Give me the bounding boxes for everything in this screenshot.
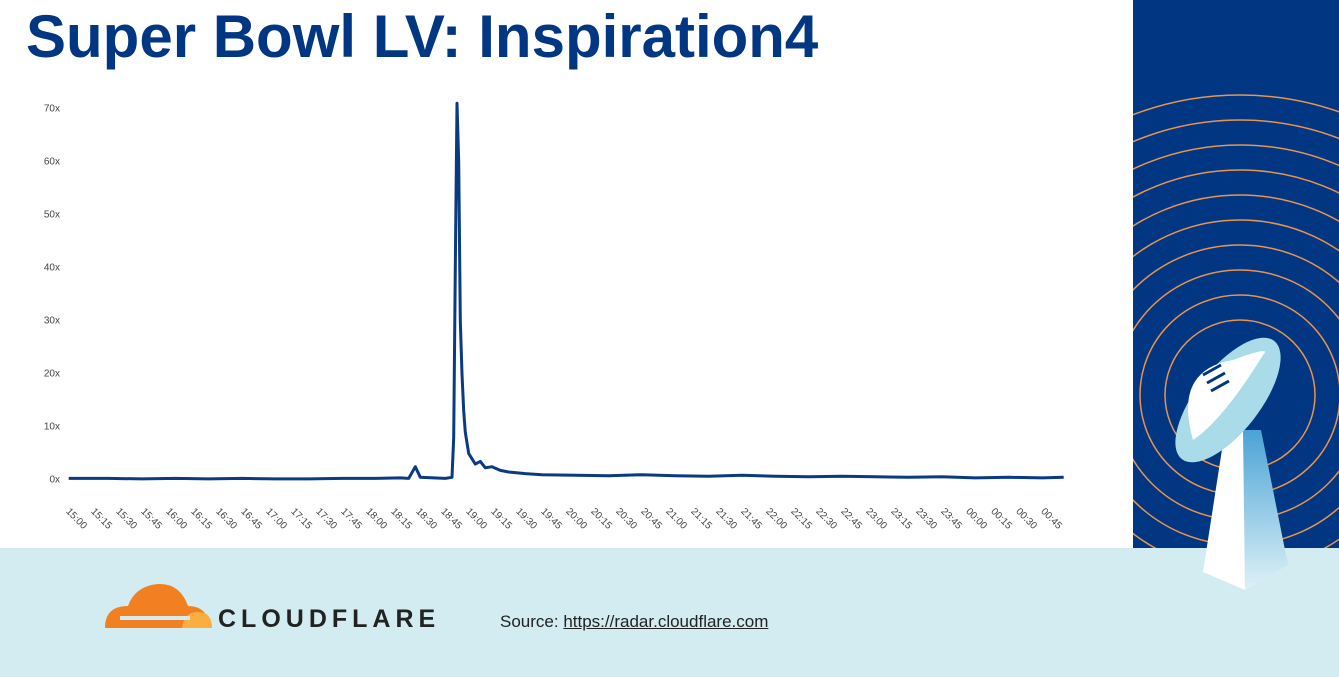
y-tick-label: 40x: [44, 262, 60, 273]
x-tick-label: 00:00: [963, 506, 989, 532]
x-tick-label: 20:30: [613, 506, 639, 532]
x-tick-label: 17:45: [338, 506, 364, 532]
x-tick-label: 16:45: [238, 506, 264, 532]
x-tick-label: 21:00: [663, 506, 689, 532]
x-tick-label: 00:45: [1038, 506, 1064, 532]
x-tick-label: 15:15: [88, 506, 114, 532]
x-tick-label: 15:45: [138, 506, 164, 532]
x-tick-label: 21:30: [713, 506, 739, 532]
x-tick-label: 19:30: [513, 506, 539, 532]
x-tick-label: 18:45: [438, 506, 464, 532]
y-tick-label: 0x: [49, 475, 60, 486]
x-tick-label: 16:00: [163, 506, 189, 532]
x-tick-label: 23:30: [913, 506, 939, 532]
x-tick-label: 22:00: [763, 506, 789, 532]
x-tick-label: 17:15: [288, 506, 314, 532]
x-tick-label: 18:00: [363, 506, 389, 532]
y-tick-label: 50x: [44, 209, 60, 220]
x-tick-label: 16:30: [213, 506, 239, 532]
y-tick-label: 60x: [44, 156, 60, 167]
x-tick-label: 00:30: [1013, 506, 1039, 532]
title: Super Bowl LV: Inspiration4: [26, 3, 819, 70]
source-link[interactable]: https://radar.cloudflare.com: [563, 612, 769, 631]
x-tick-label: 17:00: [263, 506, 289, 532]
x-tick-label: 20:15: [588, 506, 614, 532]
x-tick-label: 19:00: [463, 506, 489, 532]
x-tick-label: 23:00: [863, 506, 889, 532]
x-tick-label: 18:30: [413, 506, 439, 532]
chart: 0x 10x 20x 30x 40x 50x 60x 70x 15:00 15:15 15:30 15…: [44, 0, 1339, 548]
x-tick-label: 22:30: [813, 506, 839, 532]
x-tick-label: 00:15: [988, 506, 1014, 532]
y-tick-label: 30x: [44, 315, 60, 326]
x-tick-label: 19:15: [488, 506, 514, 532]
x-tick-label: 18:15: [388, 506, 414, 532]
x-tick-label: 15:30: [113, 506, 139, 532]
source: Source: https://radar.cloudflare.com: [500, 612, 768, 632]
x-tick-label: 20:00: [563, 506, 589, 532]
cloudflare-logo: [105, 583, 212, 628]
x-tick-label: 23:45: [938, 506, 964, 532]
footer: CLOUDFLARE Source: https://radar.cloudfl…: [0, 548, 1339, 677]
x-tick-label: 23:15: [888, 506, 914, 532]
x-tick-label: 22:15: [788, 506, 814, 532]
x-tick-label: 15:00: [63, 506, 89, 532]
x-tick-label: 16:15: [188, 506, 214, 532]
y-tick-label: 10x: [44, 422, 60, 433]
y-tick-label: 70x: [44, 103, 60, 114]
x-tick-label: 17:30: [313, 506, 339, 532]
x-tick-label: 21:15: [688, 506, 714, 532]
line: [68, 101, 1064, 481]
source-label: Source:: [500, 612, 559, 631]
trophy: [1175, 337, 1288, 590]
x-tick-label: 19:45: [538, 506, 564, 532]
x-tick-label: 21:45: [738, 506, 764, 532]
x-tick-label: 22:45: [838, 506, 864, 532]
y-tick-label: 20x: [44, 369, 60, 380]
brand: CLOUDFLARE: [218, 605, 441, 633]
x-tick-label: 20:45: [638, 506, 664, 532]
